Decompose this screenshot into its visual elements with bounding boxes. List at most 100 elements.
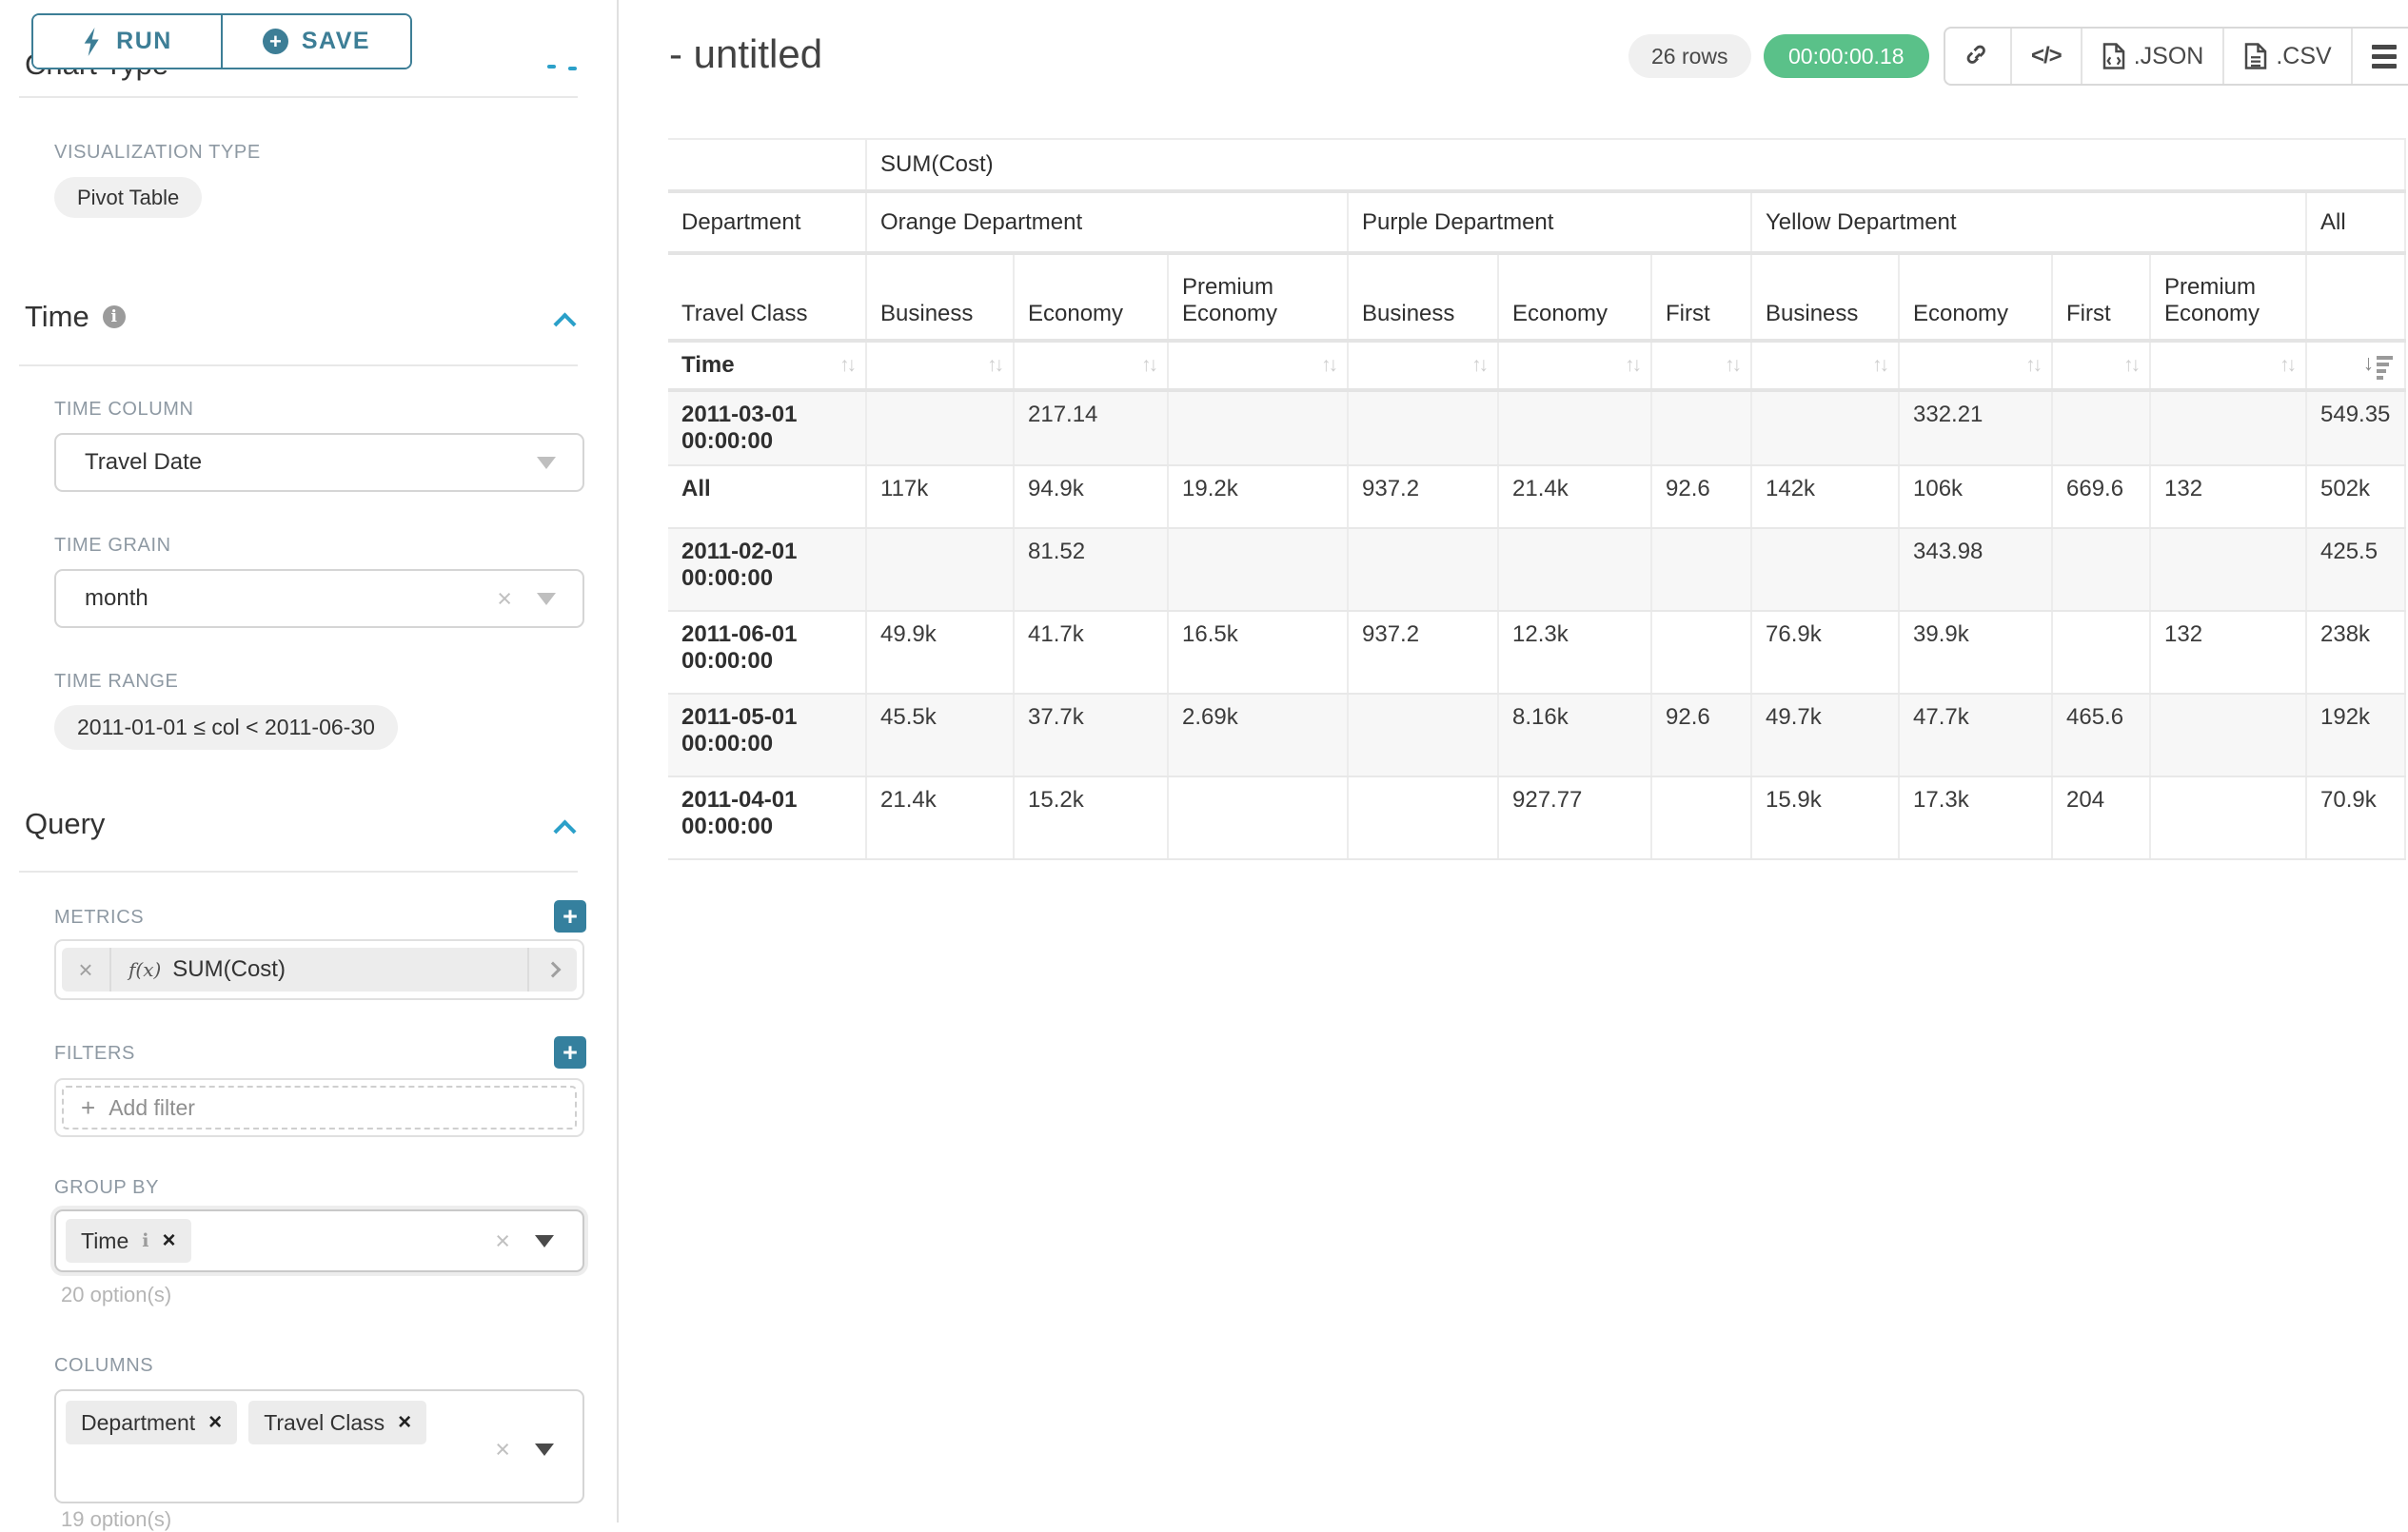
plus-circle-icon: +: [262, 29, 288, 54]
row-header-cell: All: [668, 465, 867, 529]
columns-select[interactable]: Department × Travel Class × ×: [54, 1389, 584, 1503]
value-cell: [2052, 390, 2151, 466]
value-cell: 81.52: [1014, 528, 1169, 612]
table-row: 2011-02-01 00:00:00 81.52 343.98 425.5: [668, 528, 2407, 612]
time-column-select[interactable]: Travel Date: [54, 433, 584, 492]
lightning-icon: [84, 27, 99, 56]
column-subheader: Business: [866, 253, 1015, 343]
csv-file-icon: [2245, 43, 2267, 69]
run-button[interactable]: RUN: [33, 15, 221, 68]
chevron-down-icon[interactable]: [535, 1444, 554, 1456]
value-cell: 549.35: [2306, 390, 2407, 466]
value-cell: 106k: [1899, 465, 2053, 529]
sortable-column-cell: ↑↓: [866, 341, 1015, 392]
sort-icon[interactable]: ↑↓: [2123, 354, 2141, 376]
sortable-column-cell: ↑↓: [1899, 341, 2053, 392]
value-cell: 132: [2150, 465, 2307, 529]
group-by-select[interactable]: Time i × ×: [54, 1209, 584, 1272]
info-icon[interactable]: i: [102, 305, 126, 328]
sort-icon[interactable]: ↑↓: [1141, 354, 1158, 376]
column-group-header: Purple Department: [1348, 191, 1752, 255]
group-by-option-count: 20 option(s): [61, 1283, 172, 1306]
table-row: 2011-06-01 00:00:00 49.9k 41.7k 16.5k 937.2 1…: [668, 611, 2407, 695]
sort-icon[interactable]: ↑↓: [2025, 354, 2043, 376]
column-group-header: Yellow Department: [1751, 191, 2307, 255]
value-cell: [1651, 390, 1752, 466]
value-cell: 343.98: [1899, 528, 2053, 612]
clear-icon[interactable]: ×: [497, 583, 512, 613]
time-range-value[interactable]: 2011-01-01 ≤ col < 2011-06-30: [54, 705, 398, 750]
dimension-tag[interactable]: Department ×: [66, 1401, 238, 1444]
sort-icon[interactable]: ↑↓: [1872, 354, 1889, 376]
save-button[interactable]: + SAVE: [221, 15, 410, 68]
chevron-down-icon[interactable]: [537, 456, 556, 469]
sort-icon[interactable]: ↑↓: [987, 354, 1004, 376]
value-cell: 12.3k: [1498, 611, 1652, 695]
save-button-label: SAVE: [301, 28, 371, 54]
plus-icon: +: [81, 1092, 96, 1122]
visualization-type-value[interactable]: Pivot Table: [54, 177, 203, 218]
table-row: All 117k 94.9k 19.2k 937.2 21.4k 92.6 142k 106k 6…: [668, 465, 2407, 529]
add-filter-button[interactable]: + Add filter: [62, 1086, 577, 1129]
remove-tag-icon[interactable]: ×: [208, 1409, 223, 1435]
add-metric-button[interactable]: +: [554, 900, 586, 933]
value-cell: 45.5k: [866, 694, 1015, 777]
sort-icon[interactable]: ↑↓: [1471, 354, 1489, 376]
value-cell: 17.3k: [1899, 776, 2053, 860]
value-cell: 927.77: [1498, 776, 1652, 860]
metric-item[interactable]: × f(x) SUM(Cost): [62, 948, 577, 992]
pivot-table: SUM(Cost) Department Orange Department Purp…: [668, 138, 2407, 860]
value-cell: 37.7k: [1014, 694, 1169, 777]
sortable-column-cell: ↑↓: [1498, 341, 1652, 392]
sort-icon[interactable]: ↑↓: [1625, 354, 1642, 376]
time-grain-label: TIME GRAIN: [54, 535, 171, 556]
value-cell: 465.6: [2052, 694, 2151, 777]
sort-icon[interactable]: ↑↓: [2280, 354, 2297, 376]
embed-code-button[interactable]: </>: [2010, 29, 2081, 84]
value-cell: 19.2k: [1168, 465, 1349, 529]
menu-button[interactable]: [2350, 29, 2408, 84]
remove-tag-icon[interactable]: ×: [162, 1228, 176, 1253]
chevron-down-icon[interactable]: [535, 1234, 554, 1247]
collapse-query-section-icon[interactable]: [553, 819, 577, 843]
value-cell: [1348, 528, 1499, 612]
dimension-tag[interactable]: Time i ×: [66, 1219, 191, 1263]
time-grain-select[interactable]: month ×: [54, 569, 584, 628]
sort-descending-icon[interactable]: ↓: [2363, 351, 2394, 380]
sortable-column-cell: ↓: [2306, 341, 2407, 392]
copy-link-button[interactable]: [1945, 29, 2010, 84]
dimension-tag[interactable]: Travel Class ×: [248, 1401, 427, 1444]
info-icon[interactable]: i: [142, 1230, 149, 1251]
value-cell: 204: [2052, 776, 2151, 860]
expand-metric-icon[interactable]: [527, 948, 577, 992]
clear-icon[interactable]: ×: [495, 1226, 510, 1255]
value-cell: [1168, 776, 1349, 860]
sort-icon[interactable]: ↑↓: [839, 354, 857, 376]
value-cell: [1651, 528, 1752, 612]
value-cell: 332.21: [1899, 390, 2053, 466]
export-json-button[interactable]: .JSON: [2080, 29, 2223, 84]
value-cell: 39.9k: [1899, 611, 2053, 695]
metrics-label: METRICS: [54, 907, 145, 928]
time-grain-value: month: [85, 585, 148, 611]
clear-icon[interactable]: ×: [495, 1435, 510, 1463]
metrics-container: × f(x) SUM(Cost): [54, 939, 584, 1000]
export-csv-button[interactable]: .CSV: [2222, 29, 2350, 84]
sort-icon[interactable]: ↑↓: [1321, 354, 1338, 376]
value-cell: 94.9k: [1014, 465, 1169, 529]
value-cell: 937.2: [1348, 465, 1499, 529]
row-axis-header: Time ↑↓: [668, 341, 867, 392]
remove-metric-icon[interactable]: ×: [62, 948, 111, 992]
value-cell: [1498, 390, 1652, 466]
value-cell: [1168, 528, 1349, 612]
metric-header: SUM(Cost): [866, 138, 2407, 193]
remove-tag-icon[interactable]: ×: [398, 1409, 412, 1435]
chevron-down-icon[interactable]: [537, 592, 556, 605]
add-filter-plus-button[interactable]: +: [554, 1036, 586, 1069]
column-subheader: Premium Economy: [2150, 253, 2307, 343]
column-subheader: Business: [1751, 253, 1900, 343]
sort-icon[interactable]: ↑↓: [1725, 354, 1742, 376]
row-header-cell: 2011-02-01 00:00:00: [668, 528, 867, 612]
collapse-time-section-icon[interactable]: [553, 312, 577, 336]
column-subheader: Economy: [1899, 253, 2053, 343]
